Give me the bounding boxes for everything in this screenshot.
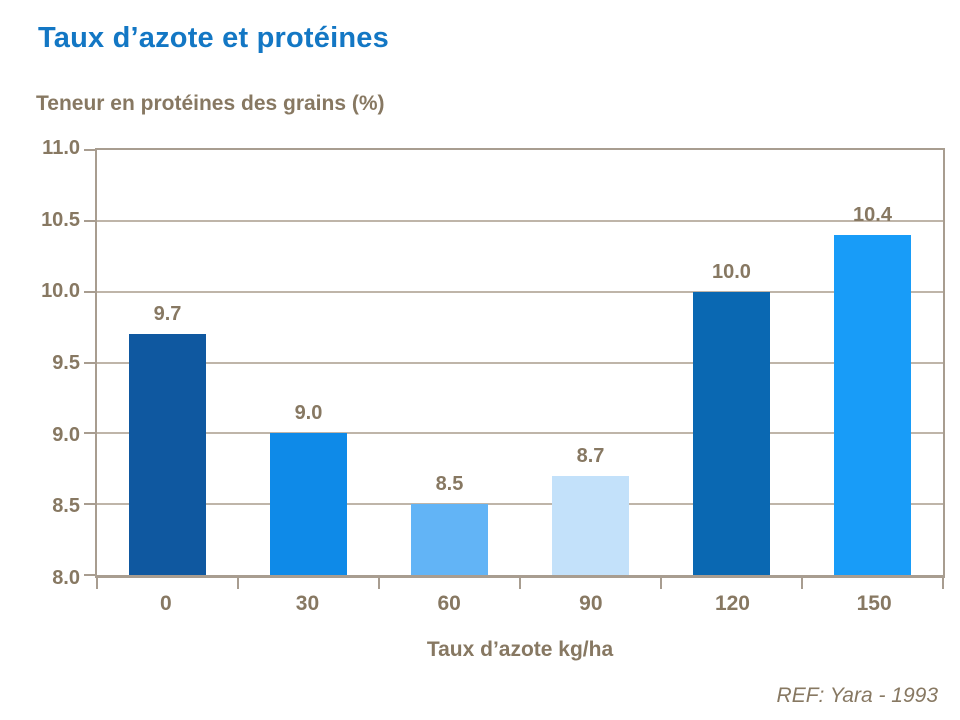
bar [128, 334, 207, 575]
gridline [97, 361, 943, 364]
bar [833, 235, 912, 575]
x-axis-tick-mark [659, 578, 662, 589]
gridline [97, 503, 943, 506]
bar [692, 291, 771, 575]
x-axis-tick-label: 0 [159, 592, 172, 615]
bar-value-label: 9.7 [153, 303, 182, 326]
x-axis-tick-label: 90 [579, 592, 603, 615]
y-axis-tick-mark [84, 149, 95, 151]
x-axis-tick-label: 120 [714, 592, 750, 615]
y-axis-tick-label: 9.5 [52, 352, 80, 374]
bar-value-label: 8.7 [576, 444, 605, 467]
y-axis-tick-label: 10.5 [41, 208, 80, 231]
x-axis-tick-mark [942, 578, 944, 589]
gridline [97, 290, 943, 293]
bar-value-label: 10.4 [853, 204, 892, 226]
bar [551, 475, 630, 575]
x-axis-tick-mark [801, 578, 803, 589]
y-axis-tick-labels: 11.0 10.5 10.0 9.5 9.0 8.5 8.0 [0, 137, 80, 589]
x-axis-tick-label: 30 [295, 592, 320, 615]
bar-slot: 8.5 [379, 150, 520, 575]
x-axis-tick-label: 60 [437, 592, 461, 615]
bar-slot: 10.4 [802, 150, 943, 575]
y-axis-tick-label: 10.0 [41, 280, 80, 303]
x-axis-title: Taux d’azote kg/ha [426, 638, 614, 661]
y-axis-tick-mark [84, 219, 95, 222]
reference-note: REF: Yara - 1993 [776, 684, 938, 707]
y-axis-tick-mark [84, 503, 95, 506]
y-axis-tick-mark [84, 290, 95, 293]
y-axis-tick-label: 11.0 [42, 137, 80, 159]
plot-area: 9.7 9.0 8.5 8.7 10.0 10.4 [84, 148, 945, 589]
gridline [97, 219, 943, 222]
bar-slot: 9.7 [97, 150, 238, 575]
bar-value-label: 8.5 [435, 473, 464, 496]
x-axis-tick-mark [519, 578, 521, 589]
y-axis-tick-label: 8.0 [52, 567, 80, 589]
x-axis-tick-mark [236, 578, 239, 589]
x-axis-tick-mark [377, 578, 380, 589]
y-axis-tick-label: 9.0 [52, 423, 80, 446]
bar-slot: 10.0 [661, 150, 802, 575]
gridline [97, 432, 943, 435]
y-axis-tick-label: 8.5 [52, 495, 80, 518]
bar [269, 433, 348, 575]
y-axis-tick-mark [84, 361, 95, 364]
bar-slot: 8.7 [520, 150, 661, 575]
y-axis-tick-mark [84, 574, 95, 576]
bar-value-label: 9.0 [294, 402, 323, 425]
page-title: Taux d’azote et protéines [38, 22, 389, 54]
x-axis-tick-label: 150 [856, 592, 892, 615]
x-axis-tick-mark [96, 578, 98, 589]
y-axis-tick-mark [84, 432, 95, 435]
x-axis-tick-labels: 0 30 60 90 120 150 [95, 592, 945, 620]
chart-title-y-axis-label: Teneur en protéines des grains (%) [36, 92, 385, 115]
bar-slot: 9.0 [238, 150, 379, 575]
bar-value-label: 10.0 [712, 260, 751, 283]
bar [410, 504, 489, 575]
